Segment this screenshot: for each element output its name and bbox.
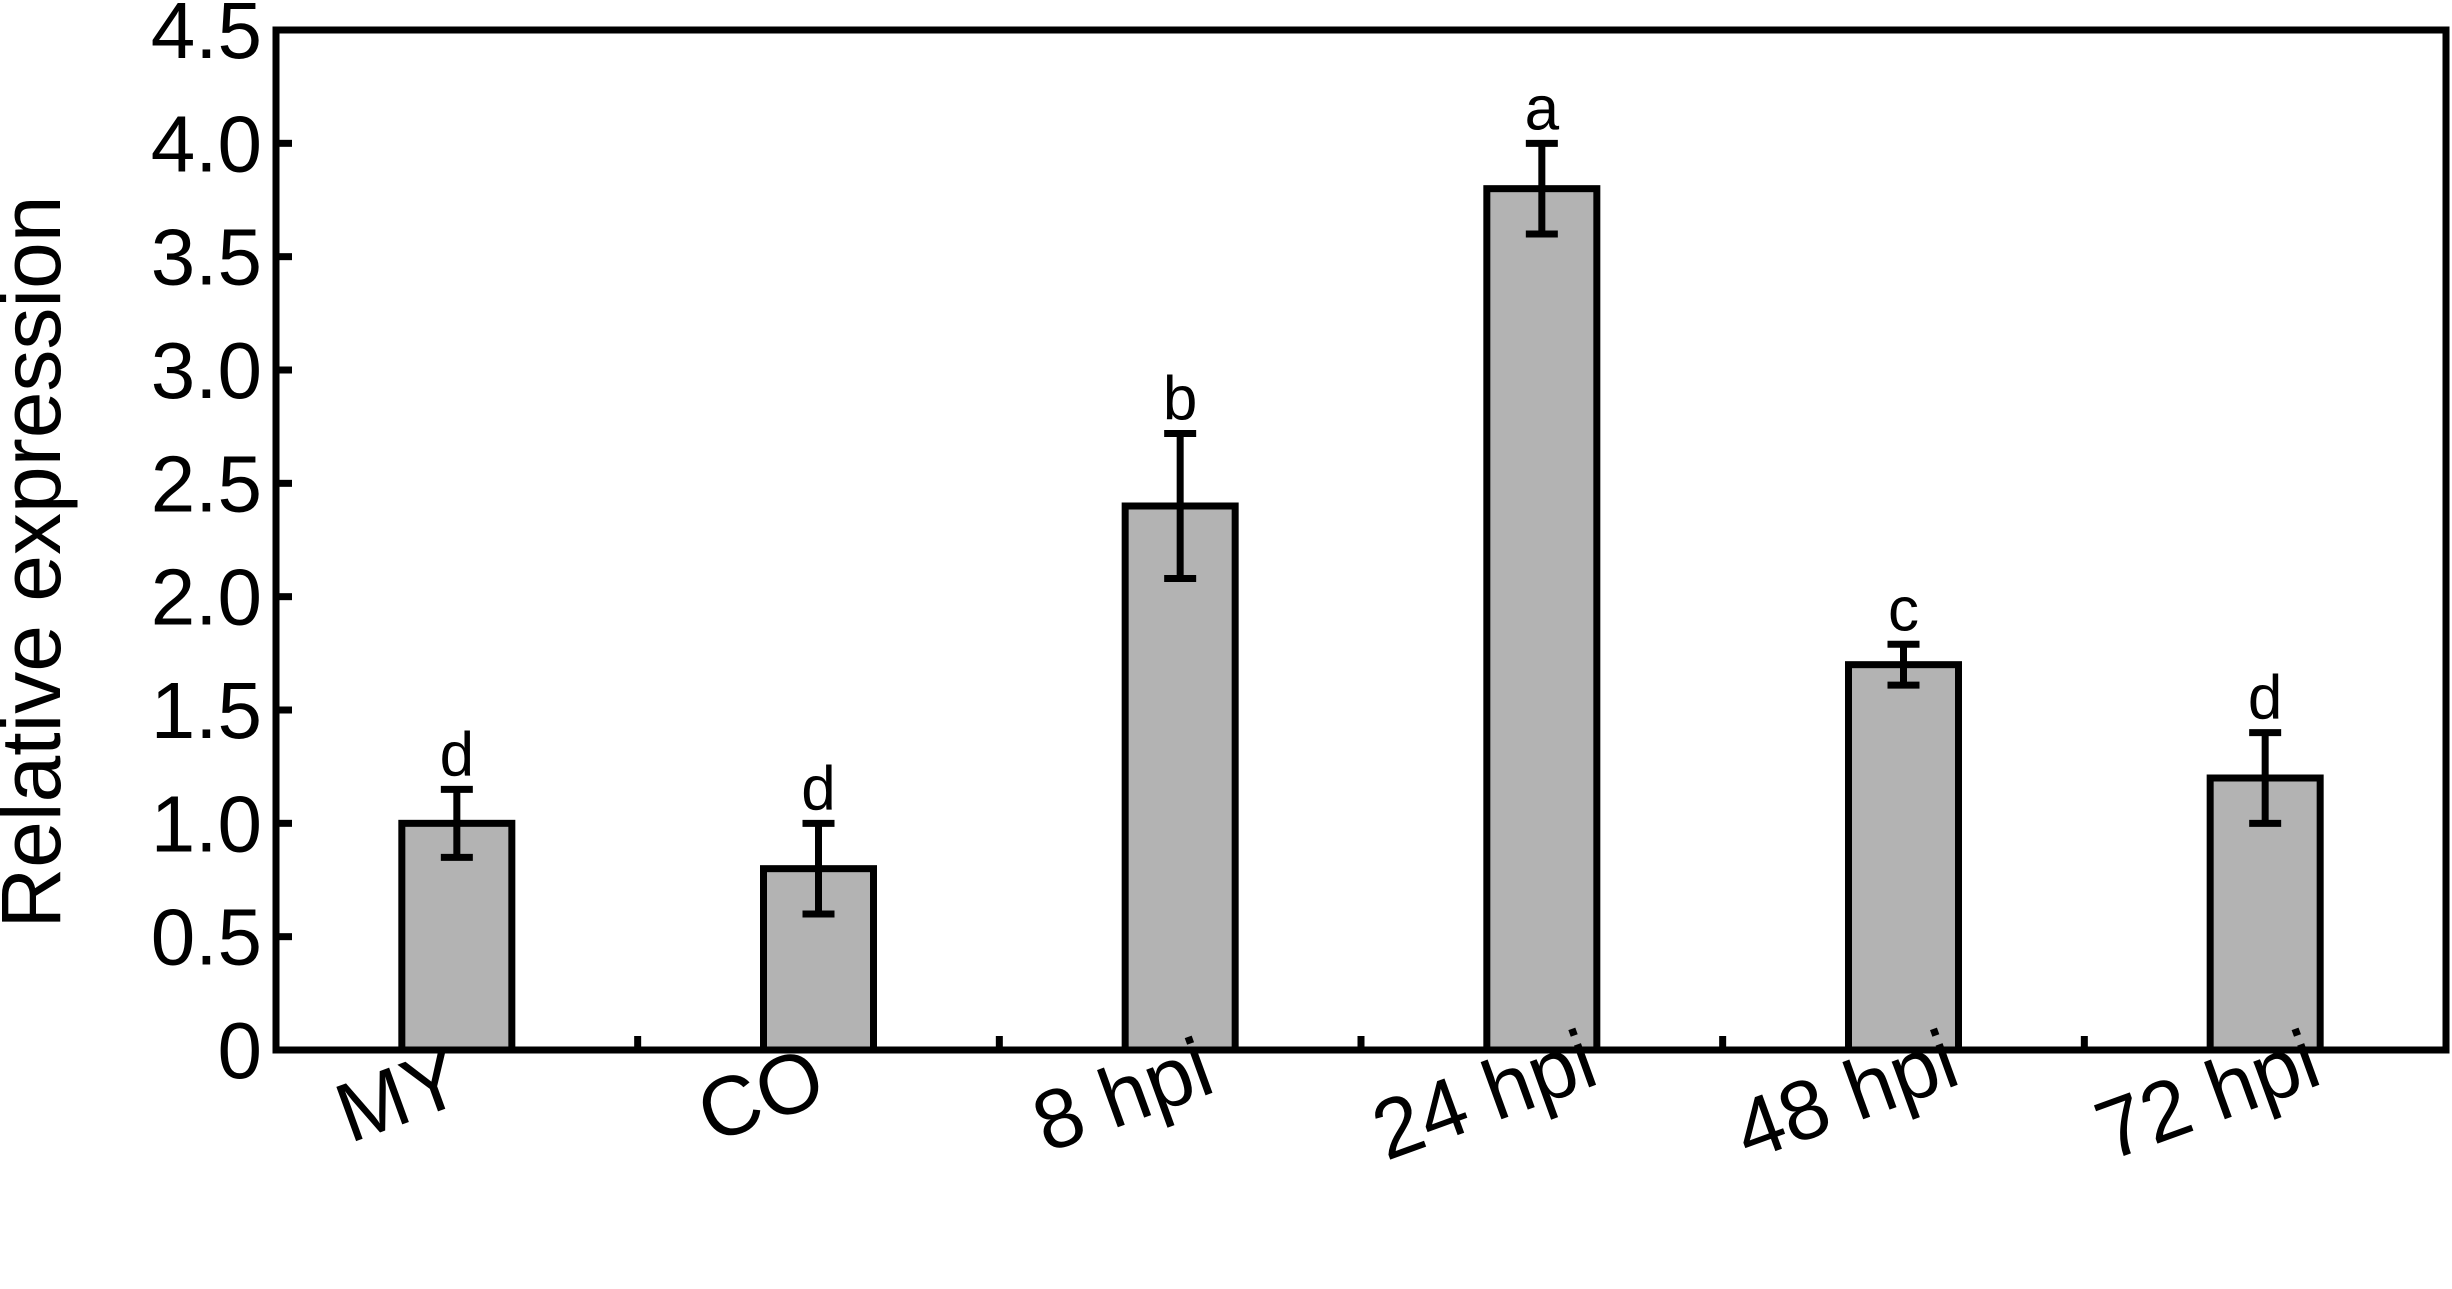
y-tick-label-4: 2.0 bbox=[151, 553, 262, 642]
y-tick-label-8: 4.0 bbox=[151, 99, 262, 188]
plot-frame bbox=[272, 26, 2450, 1054]
x-ticks-group bbox=[634, 1036, 2088, 1050]
y-ticks-group bbox=[276, 26, 292, 1054]
y-tick-label-5: 2.5 bbox=[151, 439, 262, 528]
y-tick-label-7: 3.5 bbox=[151, 213, 262, 302]
y-tick-label-9: 4.5 bbox=[151, 0, 262, 75]
y-tick-label-3: 1.5 bbox=[151, 666, 262, 755]
y-tick-label-6: 3.0 bbox=[151, 326, 262, 415]
bar-3 bbox=[1483, 185, 1601, 1054]
y-tick-label-1: 0.5 bbox=[151, 893, 262, 982]
significance-letters-group: d d b a c d bbox=[440, 74, 2283, 823]
significance-letter-3: a bbox=[1525, 74, 1560, 143]
y-axis-title: Relative expression bbox=[0, 195, 78, 928]
significance-letter-0: d bbox=[440, 720, 474, 789]
bar-2 bbox=[1121, 502, 1239, 1054]
x-tick-labels-group: MY CO 8 hpi 24 hpi 48 hpi 72 hpi bbox=[324, 1011, 2331, 1178]
y-tick-labels-group: 0 0.5 1.0 1.5 2.0 2.5 3.0 3.5 4.0 4.5 bbox=[151, 0, 262, 1095]
significance-letter-4: c bbox=[1888, 575, 1919, 644]
bars-group bbox=[398, 185, 2324, 1054]
y-tick-label-2: 1.0 bbox=[151, 779, 262, 868]
significance-letter-1: d bbox=[801, 754, 835, 823]
y-tick-label-0: 0 bbox=[218, 1006, 263, 1095]
significance-letter-2: b bbox=[1163, 364, 1197, 433]
error-bars-group bbox=[440, 139, 2282, 918]
significance-letter-5: d bbox=[2248, 664, 2282, 733]
bar-4 bbox=[1845, 661, 1962, 1054]
